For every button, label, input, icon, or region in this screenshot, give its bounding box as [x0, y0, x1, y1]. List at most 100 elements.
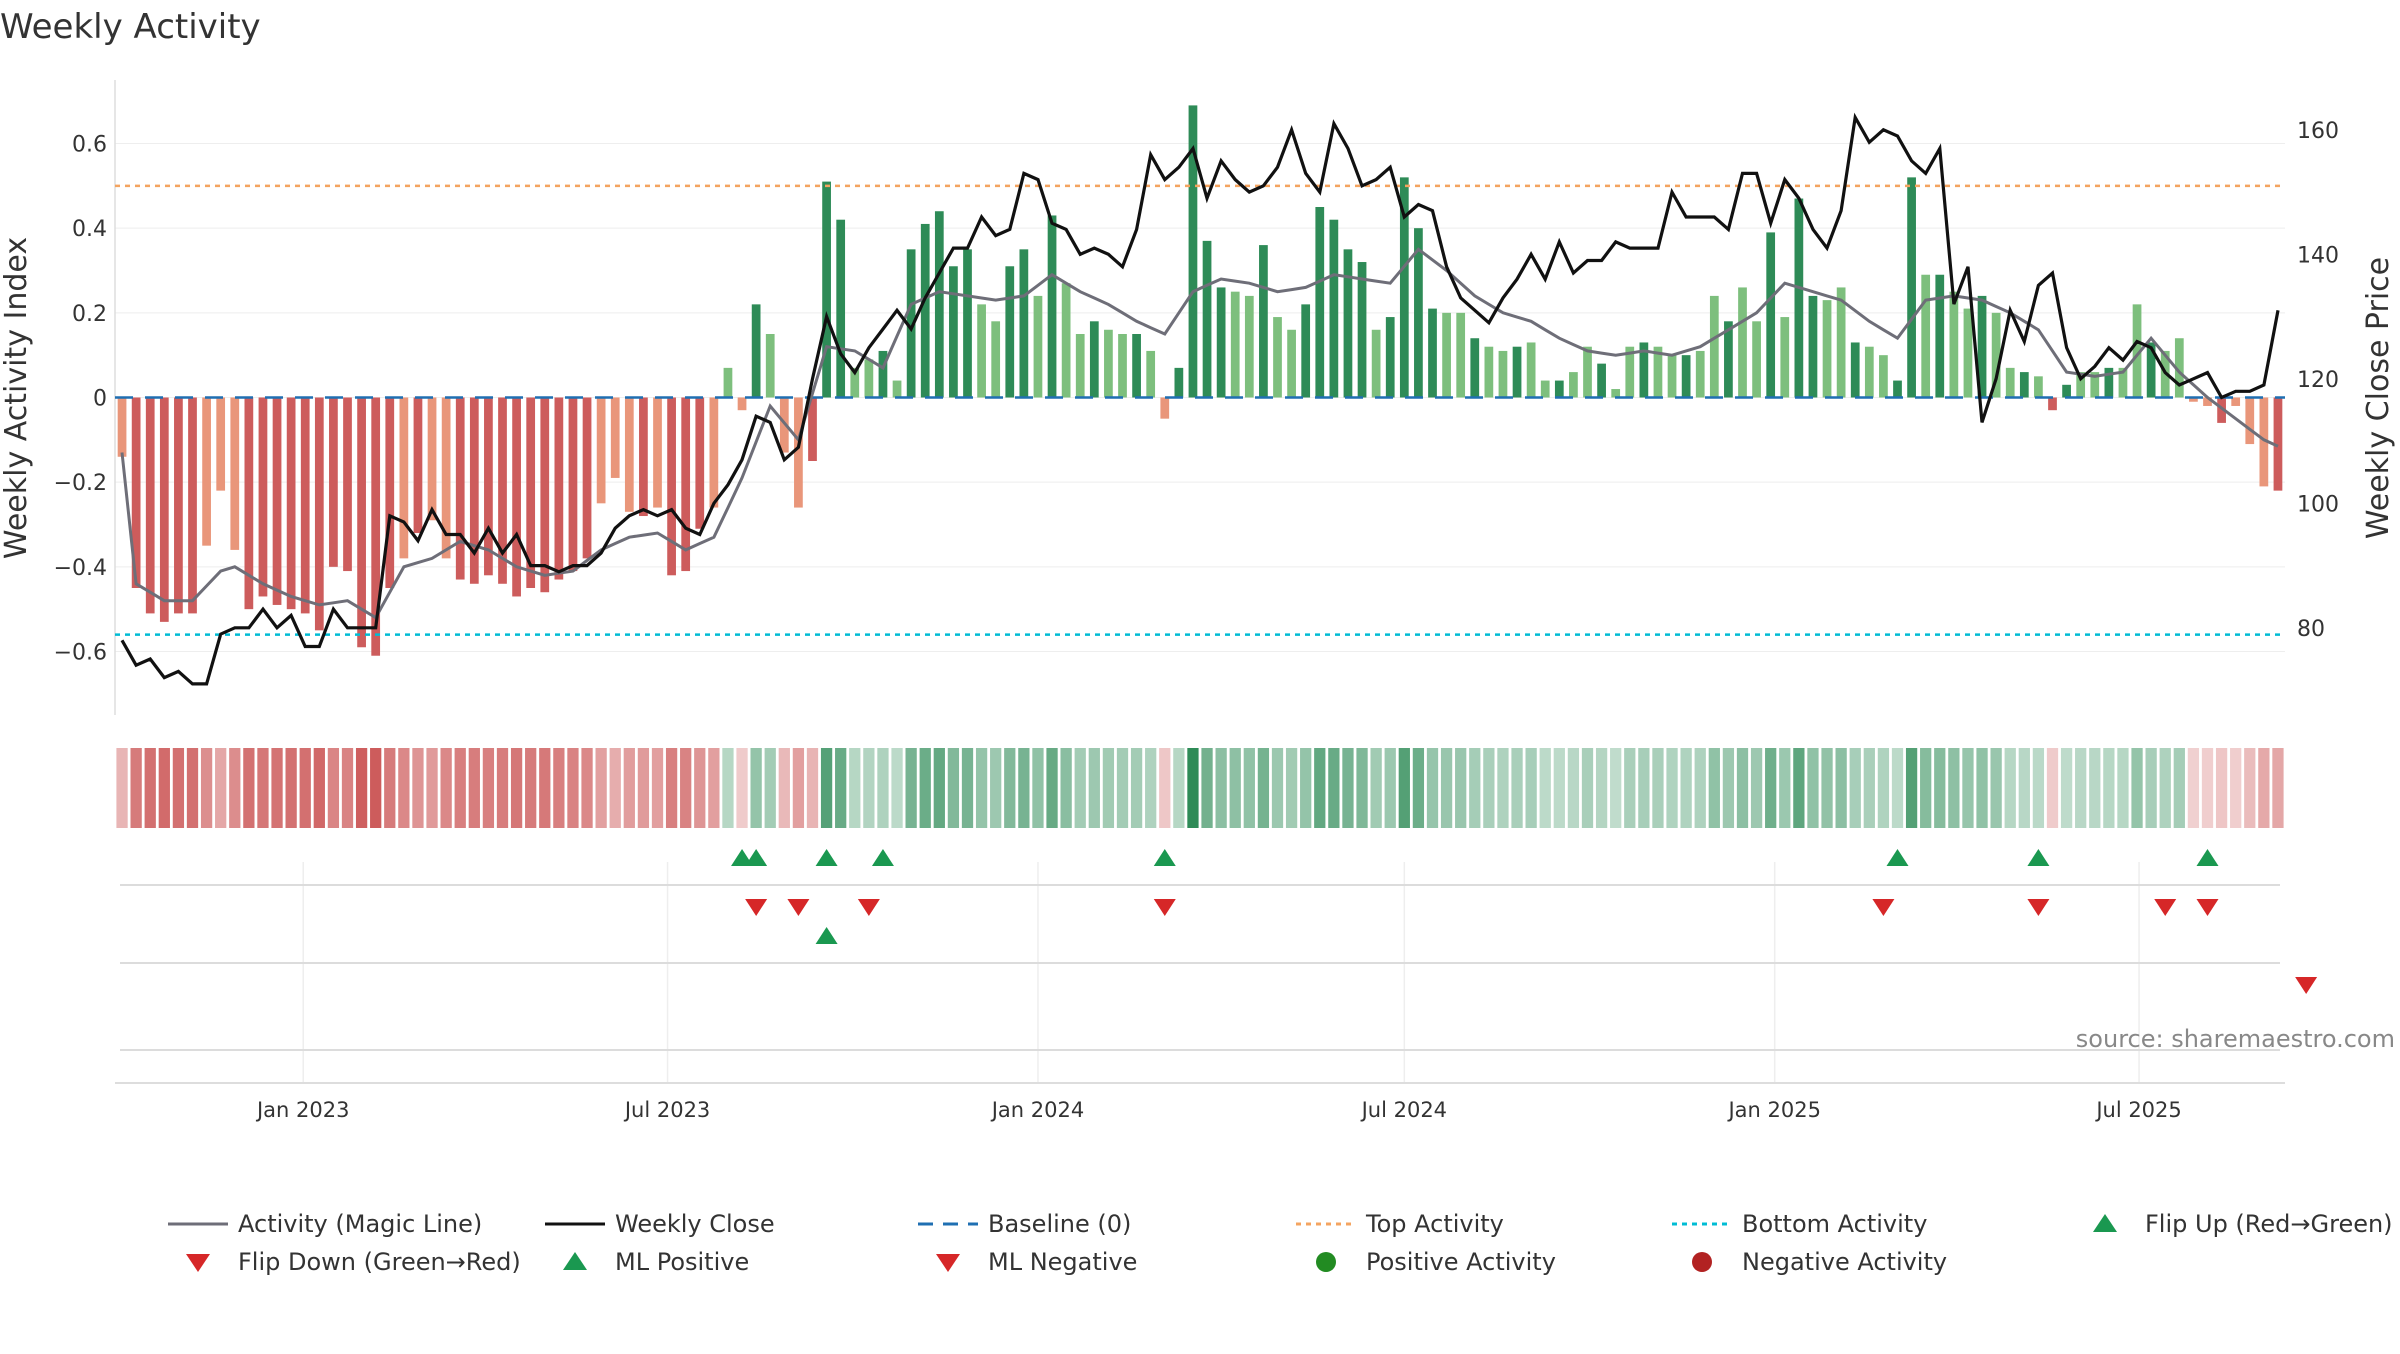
legend-label: Weekly Close — [615, 1210, 775, 1238]
legend-label: Flip Down (Green→Red) — [238, 1248, 521, 1276]
activity-bar — [2062, 384, 2071, 398]
heat-strip-cell — [1483, 748, 1495, 828]
activity-bar — [1005, 266, 1015, 398]
activity-bar — [2203, 397, 2212, 406]
heat-strip-cell — [933, 748, 945, 828]
activity-bar — [1639, 342, 1649, 398]
legend-label: Negative Activity — [1742, 1248, 1947, 1276]
up-triangle-marker — [745, 849, 768, 866]
heat-strip-cell — [1666, 748, 1678, 828]
activity-bar — [1766, 232, 1776, 398]
heat-strip-cell — [2117, 748, 2129, 828]
heat-strip-cell — [863, 748, 875, 828]
heat-strip-cell — [947, 748, 960, 828]
activity-bar — [399, 397, 409, 559]
heat-strip-cell — [2131, 748, 2143, 828]
activity-bar — [1512, 346, 1522, 398]
activity-bar — [1470, 338, 1480, 398]
activity-bar — [1597, 363, 1606, 398]
activity-bar — [906, 249, 916, 398]
activity-bar — [1329, 219, 1339, 398]
activity-bar — [286, 397, 296, 610]
activity-bar — [1414, 228, 1423, 398]
activity-bar — [554, 397, 564, 580]
heat-strip-cell — [581, 748, 593, 828]
heat-strip-cell — [2075, 748, 2087, 828]
y-tick-label: −0.4 — [54, 556, 107, 581]
activity-bar — [991, 321, 1001, 398]
activity-bar — [1625, 346, 1635, 398]
activity-bar — [1498, 350, 1508, 398]
activity-bar — [2273, 397, 2283, 491]
heat-strip-cell — [1807, 748, 1819, 828]
activity-bar — [920, 223, 930, 398]
activity-bar — [1160, 397, 1170, 419]
activity-bar — [1244, 295, 1254, 398]
heat-strip-cell — [158, 748, 170, 828]
heat-strip-cell — [2230, 748, 2242, 828]
heat-strip-cell — [412, 748, 424, 828]
heat-strip-cell — [2173, 748, 2185, 828]
heat-strip-cell — [1032, 748, 1044, 828]
activity-bar — [300, 397, 310, 614]
heat-strip-cell — [637, 748, 650, 828]
heat-strip-cell — [778, 748, 790, 828]
y-tick-label: 0.4 — [72, 217, 107, 242]
down-triangle-marker — [2295, 977, 2318, 994]
heat-strip-cell — [2004, 748, 2016, 828]
down-triangle-marker — [2196, 899, 2219, 916]
activity-bar — [1540, 380, 1550, 398]
heat-strip-cell — [1440, 748, 1453, 828]
heat-strip-cell — [750, 748, 762, 828]
heat-strip-cell — [990, 748, 1002, 828]
heat-strip-cell — [200, 748, 213, 828]
activity-bar — [385, 397, 395, 588]
date-tick-label: Jul 2023 — [623, 1098, 710, 1122]
activity-bar — [765, 334, 775, 398]
activity-bar — [596, 397, 606, 504]
activity-bar — [441, 397, 451, 559]
heat-strip-cell — [595, 748, 607, 828]
activity-bar — [1357, 262, 1367, 398]
legend-dot-icon — [1316, 1252, 1336, 1272]
activity-bar — [512, 397, 521, 597]
heat-strip-cell — [905, 748, 917, 828]
up-triangle-marker — [731, 849, 754, 866]
activity-bar — [2034, 376, 2043, 398]
activity-bar — [737, 397, 747, 411]
heat-strip-cell — [919, 748, 931, 828]
activity-bar — [2118, 367, 2128, 398]
heat-strip-cell — [1102, 748, 1115, 828]
up-triangle-marker — [815, 927, 838, 944]
activity-bar — [1752, 321, 1761, 398]
legend-dot-icon — [1692, 1252, 1712, 1272]
heat-strip-cell — [1581, 748, 1594, 828]
heat-strip-cell — [891, 748, 903, 828]
activity-bar — [1484, 346, 1494, 398]
activity-bar — [836, 219, 846, 398]
heat-strip-cell — [370, 748, 382, 828]
heat-strip-cell — [553, 748, 565, 828]
activity-bar — [1977, 295, 1987, 398]
heat-strip-cell — [1694, 748, 1706, 828]
y2-tick-label: 80 — [2297, 617, 2325, 642]
legend: Activity (Magic Line) Weekly Close Baselin… — [168, 1210, 2393, 1276]
up-triangle-marker — [2027, 849, 2050, 866]
heat-strip-cell — [1863, 748, 1875, 828]
heat-strip-cell — [257, 748, 269, 828]
activity-bar — [723, 367, 733, 398]
activity-bar — [892, 380, 902, 398]
heat-strip-cell — [384, 748, 396, 828]
legend-label: Baseline (0) — [988, 1210, 1131, 1238]
activity-bar — [934, 211, 944, 398]
activity-bar — [371, 397, 381, 656]
activity-bar — [1893, 380, 1902, 398]
activity-bar — [1991, 312, 2001, 398]
heat-strip-cell — [215, 748, 227, 828]
heat-strip-cell — [2215, 748, 2228, 828]
activity-bar — [1442, 312, 1451, 398]
heat-strip-cell — [313, 748, 325, 828]
heat-strip-cell — [243, 748, 255, 828]
activity-bar — [1315, 207, 1325, 398]
